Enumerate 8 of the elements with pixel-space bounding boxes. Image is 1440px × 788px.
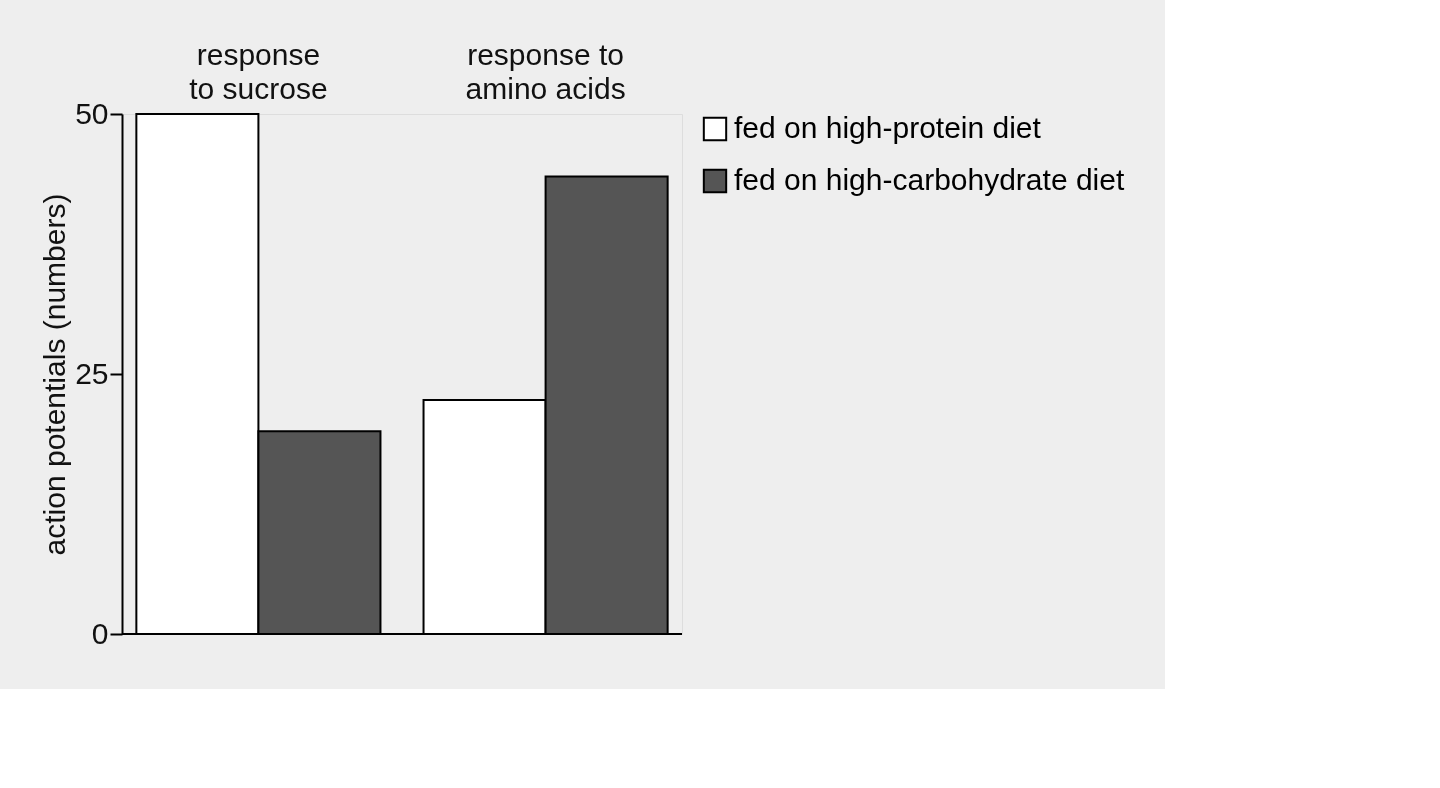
legend-label: fed on high-carbohydrate diet bbox=[734, 163, 1125, 196]
legend-label: fed on high-protein diet bbox=[734, 111, 1042, 144]
x-tick-label: response to sucrose bbox=[189, 37, 328, 105]
y-tick-label: 25 bbox=[75, 356, 109, 390]
y-tick-label: 50 bbox=[75, 96, 109, 130]
x-tick-label: response to amino acids bbox=[465, 37, 626, 105]
y-tick-label: 0 bbox=[91, 616, 109, 650]
y-axis-title: action potentials (numbers) bbox=[38, 193, 72, 556]
